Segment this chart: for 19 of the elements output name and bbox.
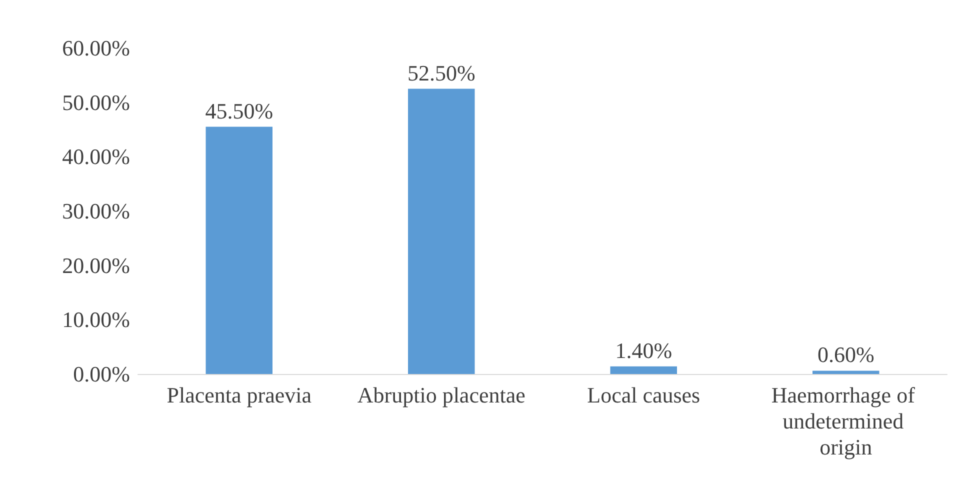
y-tick-label: 50.00% — [62, 90, 130, 115]
bar — [610, 366, 677, 374]
y-tick-label: 30.00% — [62, 198, 130, 224]
y-tick-label: 60.00% — [62, 36, 130, 60]
data-label: 0.60% — [817, 342, 874, 368]
data-label: 52.50% — [407, 60, 476, 86]
y-tick-label: 40.00% — [62, 144, 130, 170]
y-tick-label: 20.00% — [62, 252, 130, 278]
data-label: 1.40% — [615, 338, 672, 363]
bar — [408, 88, 475, 374]
x-tick-label: Abruptio placentae — [357, 382, 526, 408]
x-tick-label: Haemorrhage of undetermined origin — [771, 382, 920, 460]
y-tick-label: 10.00% — [62, 307, 130, 332]
bar — [206, 126, 272, 374]
data-label: 45.50% — [205, 98, 274, 124]
x-tick-label: Local causes — [587, 382, 700, 408]
y-tick-label: 0.00% — [73, 362, 130, 386]
bar — [812, 370, 880, 374]
x-tick-label: Placenta praevia — [166, 382, 312, 408]
